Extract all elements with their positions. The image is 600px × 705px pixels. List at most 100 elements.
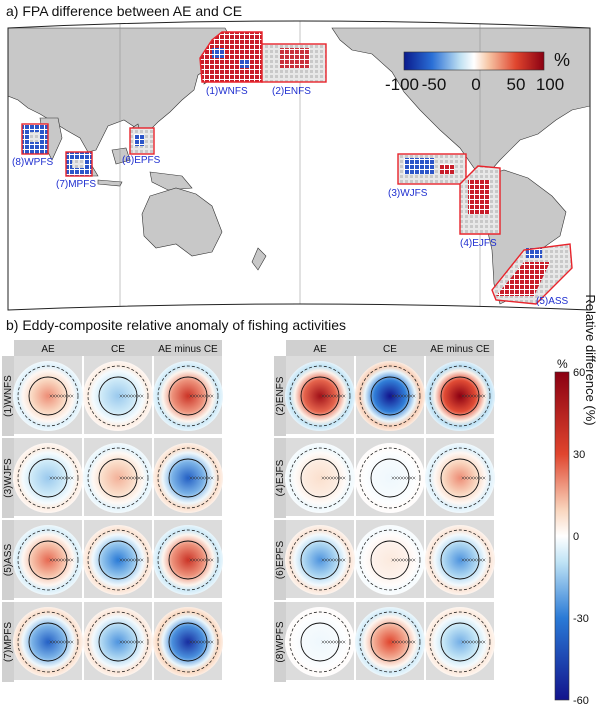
colorbar-b-tick: -60 [573,695,589,705]
row-label-strip [2,520,14,600]
significance-mark [403,640,407,644]
eddy-core-solid [98,376,138,416]
significance-mark [137,558,141,562]
eddy-core-solid [168,622,208,662]
significance-mark [330,394,334,398]
eddy-core-solid [370,458,410,498]
composite-disc [13,443,83,513]
composite-disc [425,361,495,431]
significance-mark [67,558,71,562]
significance-mark [210,558,214,562]
region-label-mpfs: (7)MPFS [56,179,96,190]
eddy-core-solid [300,622,340,662]
composite-disc [153,607,223,677]
composite-disc [355,525,425,595]
significance-mark [336,476,340,480]
composite-disc [83,443,153,513]
significance-mark [330,640,334,644]
colorbar-b: 60 30 0 -30 -60 % Relative difference (%… [554,294,598,705]
significance-mark [137,640,141,644]
eddy-edge-dashed [87,447,149,509]
composite-disc [355,443,425,513]
significance-mark [137,476,141,480]
significance-mark [207,394,211,398]
significance-mark [64,640,68,644]
significance-mark [207,640,211,644]
significance-mark [479,558,483,562]
fpa-map: (1)WNFS (2)ENFS (3)WJFS (4)EJFS (5)ASS (… [7,20,591,311]
significance-mark [61,640,65,644]
significance-mark [122,476,126,480]
significance-mark [339,558,343,562]
significance-mark [479,394,483,398]
significance-mark [128,394,132,398]
row-label: (2)ENFS [275,376,286,415]
significance-mark [321,558,325,562]
significance-mark [327,394,331,398]
column-header: CE [111,344,125,355]
significance-mark [403,394,407,398]
significance-mark [412,394,416,398]
significance-mark [210,394,214,398]
eddy-core-solid [370,376,410,416]
significance-mark [412,640,416,644]
significance-mark [467,558,471,562]
significance-mark [201,394,205,398]
eddy-core-solid [28,622,68,662]
region-mpfs [65,151,93,177]
significance-mark [119,558,123,562]
significance-mark [397,394,401,398]
landmass-australia [141,187,223,257]
significance-mark [201,640,205,644]
eddy-core-solid [168,458,208,498]
eddy-edge-dashed [157,447,219,509]
region-label-wpfs: (8)WPFS [12,157,53,168]
significance-mark [406,394,410,398]
eddy-core-solid [98,458,138,498]
colorbar-b-tick: 30 [573,449,585,461]
significance-mark [412,476,416,480]
significance-mark [406,558,410,562]
significance-mark [327,558,331,562]
eddy-edge-dashed [429,447,491,509]
colorbar-a-unit: % [554,50,570,70]
significance-mark [467,640,471,644]
significance-mark [333,640,337,644]
significance-mark [210,476,214,480]
significance-mark [324,640,328,644]
eddy-edge-dashed [429,365,491,427]
significance-mark [321,476,325,480]
region-ejfs [459,165,501,235]
eddy-core-solid [28,540,68,580]
row-label: (6)EPFS [275,541,286,580]
composite-disc [425,525,495,595]
significance-mark [70,394,74,398]
composite-disc [83,525,153,595]
significance-mark [134,394,138,398]
eddy-edge-dashed [429,529,491,591]
eddy-core-solid [440,540,480,580]
significance-mark [131,476,135,480]
significance-mark [61,476,65,480]
significance-mark [64,476,68,480]
eddy-edge-dashed [359,529,421,591]
significance-mark [339,476,343,480]
significance-mark [119,640,123,644]
landmass-borneo [111,147,131,165]
eddy-core-solid [28,458,68,498]
significance-mark [131,640,135,644]
composite-disc [425,443,495,513]
significance-mark [192,476,196,480]
colorbar-a-tick: 0 [471,75,480,94]
significance-mark [476,558,480,562]
composite-disc [13,361,83,431]
significance-mark [476,394,480,398]
significance-mark [55,394,59,398]
colorbar-a-tick: 100 [536,75,564,94]
significance-mark [52,476,56,480]
significance-mark [342,640,346,644]
eddy-edge-dashed [157,365,219,427]
significance-mark [49,394,53,398]
significance-mark [70,476,74,480]
significance-mark [64,394,68,398]
